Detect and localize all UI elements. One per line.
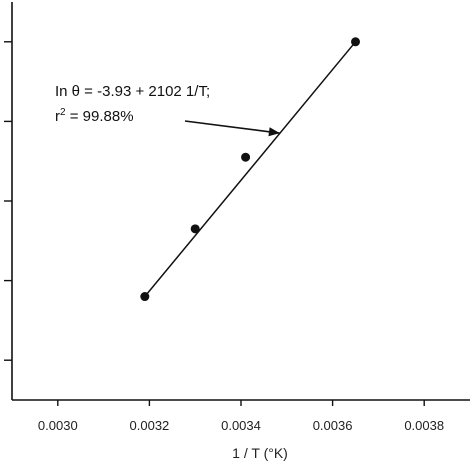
- data-point: [241, 152, 251, 162]
- data-point: [351, 37, 360, 47]
- annotation-arrow-head: [268, 127, 280, 137]
- axes: [11, 2, 470, 401]
- data-point: [140, 292, 150, 302]
- x-tick-label: 0.0030: [38, 418, 78, 433]
- regression-line: [144, 41, 357, 297]
- x-tick-label: 0.0038: [404, 418, 444, 433]
- ticks: 0.0030 0.0032 0.0034 0.0036 0.0038: [4, 41, 444, 433]
- annotation-r-squared: r2 = 99.88%: [55, 107, 134, 125]
- x-tick-label: 0.0036: [313, 418, 353, 433]
- annotation-equation: In θ = -3.93 + 2102 1/T;: [55, 83, 210, 100]
- x-tick-label: 0.0034: [221, 418, 261, 433]
- x-axis-title: 1 / T (°K): [232, 445, 288, 461]
- annotation-arrow-line: [184, 120, 281, 134]
- fit-line-group: [144, 41, 357, 297]
- annotation-arrow-group: [184, 120, 281, 137]
- data-points: [140, 37, 360, 302]
- x-tick-label: 0.0032: [130, 418, 170, 433]
- data-point: [190, 224, 200, 234]
